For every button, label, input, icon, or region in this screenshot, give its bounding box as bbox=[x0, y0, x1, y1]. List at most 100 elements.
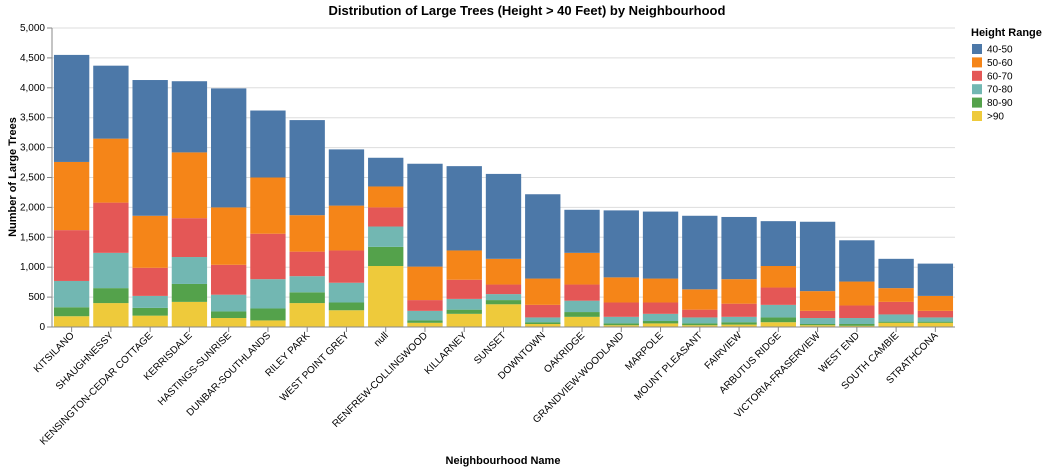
bar-segment bbox=[250, 233, 286, 280]
legend-swatch bbox=[972, 44, 982, 54]
bar-segment bbox=[171, 218, 208, 258]
bar-segment bbox=[642, 323, 679, 327]
bar-segment bbox=[211, 207, 247, 265]
bar-segment bbox=[839, 240, 875, 282]
bar-segment bbox=[171, 152, 208, 219]
legend-label: >90 bbox=[987, 112, 1004, 123]
legend-swatch bbox=[972, 111, 982, 121]
legend-title: Height Range bbox=[971, 27, 1042, 39]
bar-segment bbox=[368, 246, 404, 267]
bar-segment bbox=[839, 318, 875, 325]
bar-segment bbox=[211, 88, 247, 208]
bar-segment bbox=[525, 194, 561, 279]
bar-segment bbox=[799, 221, 836, 292]
bar-segment bbox=[603, 316, 639, 324]
bar-segment bbox=[328, 310, 365, 327]
bar-segment bbox=[839, 324, 875, 326]
bar-segment bbox=[171, 301, 208, 327]
bar-segment bbox=[328, 149, 365, 206]
bar-segment bbox=[760, 304, 796, 318]
bar-segment bbox=[682, 325, 718, 327]
x-tick-label: KILLARNEY bbox=[423, 330, 470, 377]
bar-segment bbox=[328, 250, 365, 283]
bar-segment bbox=[446, 250, 482, 280]
bar-segment bbox=[132, 80, 168, 216]
x-tick-label: SUNSET bbox=[472, 330, 508, 366]
bar-segment bbox=[53, 54, 90, 162]
bar-segment bbox=[917, 263, 954, 296]
bar-segment bbox=[878, 301, 914, 315]
bar-segment bbox=[485, 284, 522, 295]
bar-segment bbox=[446, 309, 482, 314]
bar-segment bbox=[839, 325, 875, 327]
bar-segment bbox=[132, 307, 168, 316]
bar-segment bbox=[368, 207, 404, 227]
bar-segment bbox=[799, 318, 836, 325]
bar-segment bbox=[53, 280, 90, 308]
bar-segment bbox=[289, 215, 325, 252]
bar-segment bbox=[839, 281, 875, 306]
bar-segment bbox=[564, 209, 600, 253]
x-tick-label: FAIRVIEW bbox=[703, 330, 745, 372]
bar-segment bbox=[93, 138, 129, 203]
bar-segment bbox=[250, 177, 286, 234]
bar-segment bbox=[93, 288, 129, 304]
bar-segment bbox=[485, 304, 522, 327]
y-tick-label: 1,000 bbox=[20, 262, 45, 273]
bar-segment bbox=[642, 278, 679, 303]
legend-swatch bbox=[972, 97, 982, 108]
y-tick-label: 3,500 bbox=[20, 113, 45, 124]
bar-segment bbox=[485, 300, 522, 305]
bar-segment bbox=[211, 264, 247, 295]
bar-segment bbox=[760, 322, 796, 327]
bar-segment bbox=[132, 215, 168, 268]
bar-segment bbox=[799, 291, 836, 311]
bar-segment bbox=[642, 211, 679, 279]
bar-segment bbox=[289, 303, 325, 327]
bar-segment bbox=[917, 317, 954, 322]
x-tick-label: WEST POINT GREY bbox=[278, 330, 352, 404]
bar-segment bbox=[485, 173, 522, 259]
bar-segment bbox=[53, 230, 90, 281]
bar-segment bbox=[917, 295, 954, 311]
bar-segment bbox=[132, 267, 168, 296]
bar-segment bbox=[721, 216, 757, 280]
x-tick-label: MOUNT PLEASANT bbox=[632, 330, 704, 402]
bar-segment bbox=[171, 283, 208, 302]
bar-segment bbox=[642, 302, 679, 314]
y-tick-label: 2,500 bbox=[20, 173, 45, 184]
bar-segment bbox=[799, 310, 836, 319]
bar-segment bbox=[328, 205, 365, 251]
legend-label: 50-60 bbox=[987, 58, 1013, 69]
bar-segment bbox=[407, 300, 443, 311]
bar-segment bbox=[525, 317, 561, 323]
bar-segment bbox=[721, 316, 757, 323]
bar-segment bbox=[407, 310, 443, 321]
bar-segment bbox=[446, 279, 482, 299]
legend: Height Range 40-50 50-60 60-70 70-80 80-90 >9… bbox=[971, 27, 1042, 123]
bar-segment bbox=[93, 65, 129, 139]
bar-segment bbox=[564, 312, 600, 317]
bar-segment bbox=[407, 320, 443, 323]
bar-segment bbox=[642, 313, 679, 322]
bar-segment bbox=[250, 279, 286, 309]
y-tick-label: 500 bbox=[28, 292, 45, 303]
legend-label: 80-90 bbox=[987, 98, 1013, 109]
bar-segment bbox=[721, 279, 757, 304]
y-axis-title: Number of Large Trees bbox=[7, 117, 19, 237]
bar-segment bbox=[760, 287, 796, 305]
bar-segment bbox=[289, 276, 325, 293]
y-tick-label: 5,000 bbox=[20, 23, 45, 34]
bar-segment bbox=[917, 310, 954, 318]
legend-swatch bbox=[972, 57, 982, 68]
bar-segment bbox=[878, 258, 914, 289]
y-tick-label: 2,000 bbox=[20, 202, 45, 213]
bar-segment bbox=[603, 277, 639, 303]
bar-segment bbox=[93, 252, 129, 289]
bar-segment bbox=[603, 210, 639, 278]
bar-segment bbox=[525, 324, 561, 327]
bar-segment bbox=[368, 226, 404, 247]
bar-segment bbox=[446, 313, 482, 327]
